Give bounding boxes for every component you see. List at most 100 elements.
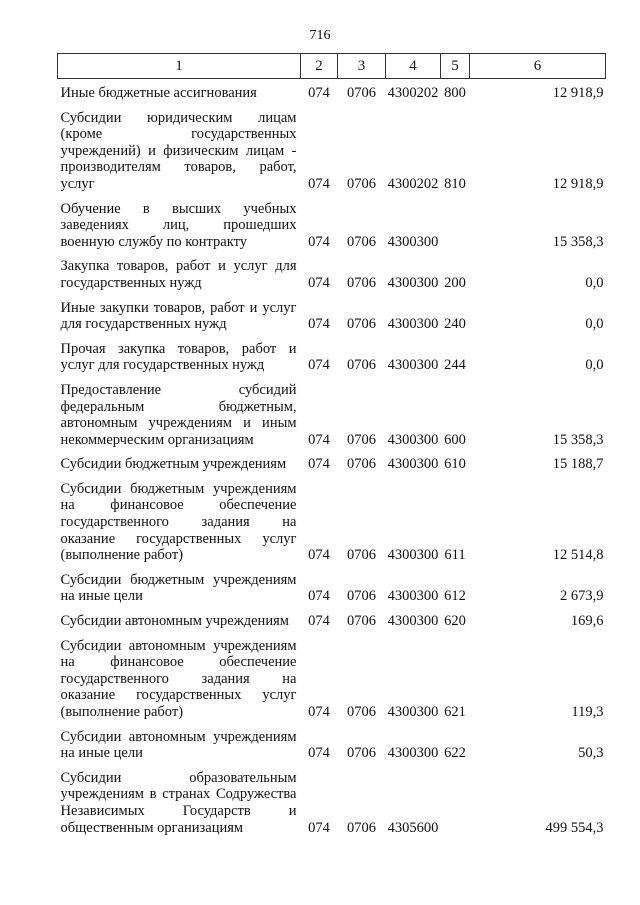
description-line: Субсидии бюджетным учреждениям	[60, 480, 297, 497]
table-row: Субсидии бюджетным учреждениям на иные це…	[58, 564, 606, 605]
target-code: 4300202	[387, 85, 439, 101]
table-row: Иные бюджетные ассигнования 074 0706 430020…	[58, 79, 606, 102]
expense-type-code: 810	[444, 175, 466, 192]
column-header: 3	[337, 53, 386, 79]
target-code: 4300300	[387, 547, 439, 564]
budget-table: 1 2 3 4 5 6 Иные бюджетные ассигнования 0…	[57, 53, 606, 836]
description-line: Иные бюджетные ассигнования	[60, 85, 257, 101]
target-code: 4305600	[387, 819, 439, 836]
column-header: 5	[440, 53, 470, 79]
section-code: 0706	[347, 704, 376, 720]
amount: 0,0	[585, 274, 604, 291]
table-row: Субсидии автономным учреждениям на иные ц…	[58, 721, 606, 762]
table-row: Субсидии автономным учреждениям 074 0706 43…	[58, 605, 606, 630]
target-code: 4300202	[387, 175, 439, 192]
target-code: 4300300	[387, 456, 439, 473]
amount: 12 514,8	[552, 547, 604, 564]
expense-type-code: 600	[444, 431, 466, 448]
section-code: 0706	[347, 274, 376, 291]
expense-type-code: 800	[444, 85, 466, 101]
amount: 12 918,9	[552, 175, 604, 192]
section-code: 0706	[347, 85, 376, 101]
expense-type-code: 240	[444, 316, 466, 333]
section-code: 0706	[347, 456, 376, 473]
description-line: Субсидии бюджетным учреждениям	[60, 456, 287, 473]
description-line: на иные цели	[60, 588, 143, 605]
amount: 50,3	[578, 745, 604, 762]
ministry-code: 074	[308, 704, 330, 720]
description-line: Субсидии автономным учреждениям	[60, 728, 297, 745]
description-line: Субсидии автономным учреждениям	[60, 637, 297, 654]
amount: 0,0	[585, 357, 604, 374]
ministry-code: 074	[308, 613, 330, 630]
section-code: 0706	[347, 233, 376, 250]
ministry-code: 074	[308, 745, 330, 762]
expense-type-code: 244	[444, 357, 466, 374]
row-description: Субсидии бюджетным учреждениям	[58, 448, 301, 473]
ministry-code: 074	[308, 274, 330, 291]
table-row: Субсидии бюджетным учреждениям 074 0706 430…	[58, 448, 606, 473]
amount: 15 358,3	[552, 233, 604, 250]
row-description: Закупка товаров, работ и услуг для госуда…	[58, 250, 301, 291]
description-line: производителям товаров, работ,	[60, 159, 297, 176]
target-code: 4300300	[387, 704, 439, 720]
amount: 0,0	[585, 316, 604, 333]
description-line: государственных нужд	[60, 274, 202, 291]
ministry-code: 074	[308, 357, 330, 374]
target-code: 4300300	[387, 274, 439, 291]
row-description: Субсидии юридическим лицам (кроме государ…	[58, 102, 301, 193]
column-header: 1	[57, 53, 301, 79]
row-description: Обучение в высших учебных заведениях лиц,…	[58, 193, 301, 251]
section-code: 0706	[347, 613, 376, 630]
description-line: (выполнение работ)	[60, 704, 184, 720]
table-row: Субсидии юридическим лицам (кроме государ…	[58, 102, 606, 193]
description-line: Закупка товаров, работ и услуг для	[60, 258, 297, 275]
section-code: 0706	[347, 431, 376, 448]
target-code: 4300300	[387, 357, 439, 374]
description-line: общественным организациям	[60, 819, 244, 836]
amount: 15 188,7	[552, 456, 604, 473]
description-line: Предоставление субсидий	[60, 381, 297, 398]
amount: 2 673,9	[560, 588, 604, 605]
ministry-code: 074	[308, 588, 330, 605]
description-line: учреждениям в странах Содружества	[60, 786, 297, 803]
target-code: 4300300	[387, 613, 439, 630]
target-code: 4300300	[387, 316, 439, 333]
description-line: на иные цели	[60, 745, 143, 762]
section-code: 0706	[347, 316, 376, 333]
table-row: Обучение в высших учебных заведениях лиц,…	[58, 193, 606, 251]
description-line: некоммерческим организациям	[60, 431, 254, 448]
expense-type-code	[441, 193, 470, 251]
column-header: 2	[300, 53, 338, 79]
expense-type-code: 610	[444, 456, 466, 473]
description-line: заведениях лиц, прошедших	[60, 217, 297, 234]
section-code: 0706	[347, 588, 376, 605]
description-line: оказание государственных услуг	[60, 687, 297, 704]
table-row: Субсидии бюджетным учреждениям на финансо…	[58, 473, 606, 564]
description-line: на финансовое обеспечение	[60, 654, 297, 671]
target-code: 4300300	[387, 431, 439, 448]
expense-type-code: 200	[444, 274, 466, 291]
section-code: 0706	[347, 745, 376, 762]
row-description: Субсидии автономным учреждениям на финанс…	[58, 630, 301, 721]
description-line: Обучение в высших учебных	[60, 200, 297, 217]
row-description: Иные бюджетные ассигнования	[58, 79, 301, 102]
description-line: Иные закупки товаров, работ и услуг	[60, 299, 297, 316]
description-line: военную службу по контракту	[60, 233, 248, 250]
description-line: государственного задания на	[60, 670, 297, 687]
expense-type-code: 622	[444, 745, 466, 762]
ministry-code: 074	[308, 819, 330, 836]
description-line: Субсидии юридическим лицам	[60, 109, 297, 126]
amount: 499 554,3	[545, 819, 604, 836]
description-line: Независимых Государств и	[60, 802, 297, 819]
row-description: Субсидии автономным учреждениям	[58, 605, 301, 630]
description-line: Субсидии образовательным	[60, 769, 297, 786]
description-line: (выполнение работ)	[60, 547, 184, 564]
ministry-code: 074	[308, 233, 330, 250]
ministry-code: 074	[308, 175, 330, 192]
row-description: Субсидии образовательным учреждениям в ст…	[58, 762, 301, 836]
row-description: Субсидии автономным учреждениям на иные ц…	[58, 721, 301, 762]
ministry-code: 074	[308, 456, 330, 473]
row-description: Предоставление субсидий федеральным бюдже…	[58, 374, 301, 448]
description-line: услуг для государственных нужд	[60, 357, 265, 374]
